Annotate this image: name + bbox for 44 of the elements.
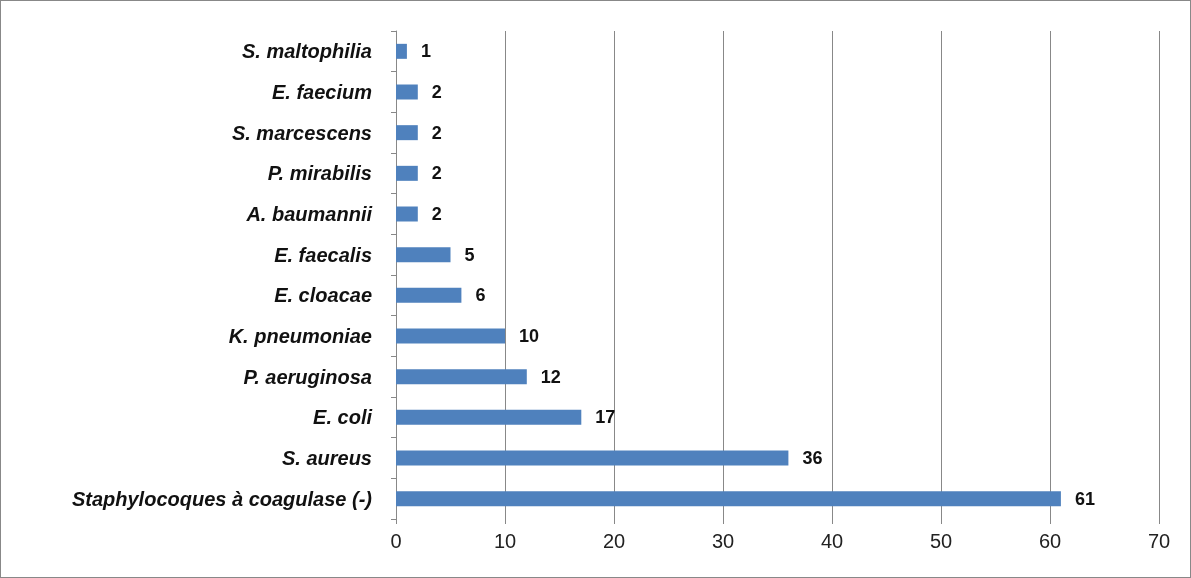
bar xyxy=(396,328,505,344)
x-tick-label: 50 xyxy=(929,530,953,552)
y-tick-label: S. maltophilia xyxy=(241,40,372,63)
data-label: 61 xyxy=(1074,488,1095,509)
bar xyxy=(396,125,418,141)
data-label: 2 xyxy=(431,82,442,102)
y-tick-label: K. pneumoniae xyxy=(228,325,372,347)
x-tick-label: 0 xyxy=(390,530,402,552)
y-tick-label: P. aeruginosa xyxy=(243,365,372,388)
y-tick-label: Staphylocoques à coagulase (-) xyxy=(71,487,373,510)
x-tick-label: 70 xyxy=(1147,530,1171,552)
data-label: 2 xyxy=(431,163,442,184)
bar xyxy=(396,287,462,303)
bar xyxy=(396,247,451,263)
bar xyxy=(396,369,527,385)
x-tick-label: 40 xyxy=(820,530,844,552)
data-label: 1 xyxy=(420,41,431,62)
x-tick-label: 20 xyxy=(602,530,626,552)
bar xyxy=(396,206,418,222)
bar xyxy=(396,165,418,181)
data-label: 6 xyxy=(475,285,486,306)
y-tick-label: E. faecalis xyxy=(274,243,372,266)
bar xyxy=(396,491,1061,507)
data-label: 2 xyxy=(431,204,442,224)
data-label: 12 xyxy=(540,366,561,387)
data-label: 10 xyxy=(519,326,540,346)
y-tick-label: E. coli xyxy=(313,406,373,429)
data-label: 36 xyxy=(802,448,823,468)
y-tick-label: S. marcescens xyxy=(231,121,372,144)
bar xyxy=(396,409,582,425)
bar xyxy=(396,450,789,466)
y-tick-label: A. baumannii xyxy=(245,203,373,225)
bar xyxy=(396,84,418,100)
x-tick-label: 10 xyxy=(493,530,517,552)
data-label: 17 xyxy=(595,407,616,428)
y-tick-label: E. cloacae xyxy=(274,284,372,307)
bar xyxy=(396,43,407,59)
x-tick-label: 30 xyxy=(711,530,735,552)
data-label: 5 xyxy=(464,244,475,265)
y-tick-label: P. mirabilis xyxy=(267,162,372,185)
y-tick-label: E. faecium xyxy=(271,81,372,103)
data-label: 2 xyxy=(431,122,442,143)
x-tick-label: 60 xyxy=(1038,530,1062,552)
y-tick-label: S. aureus xyxy=(281,447,372,469)
